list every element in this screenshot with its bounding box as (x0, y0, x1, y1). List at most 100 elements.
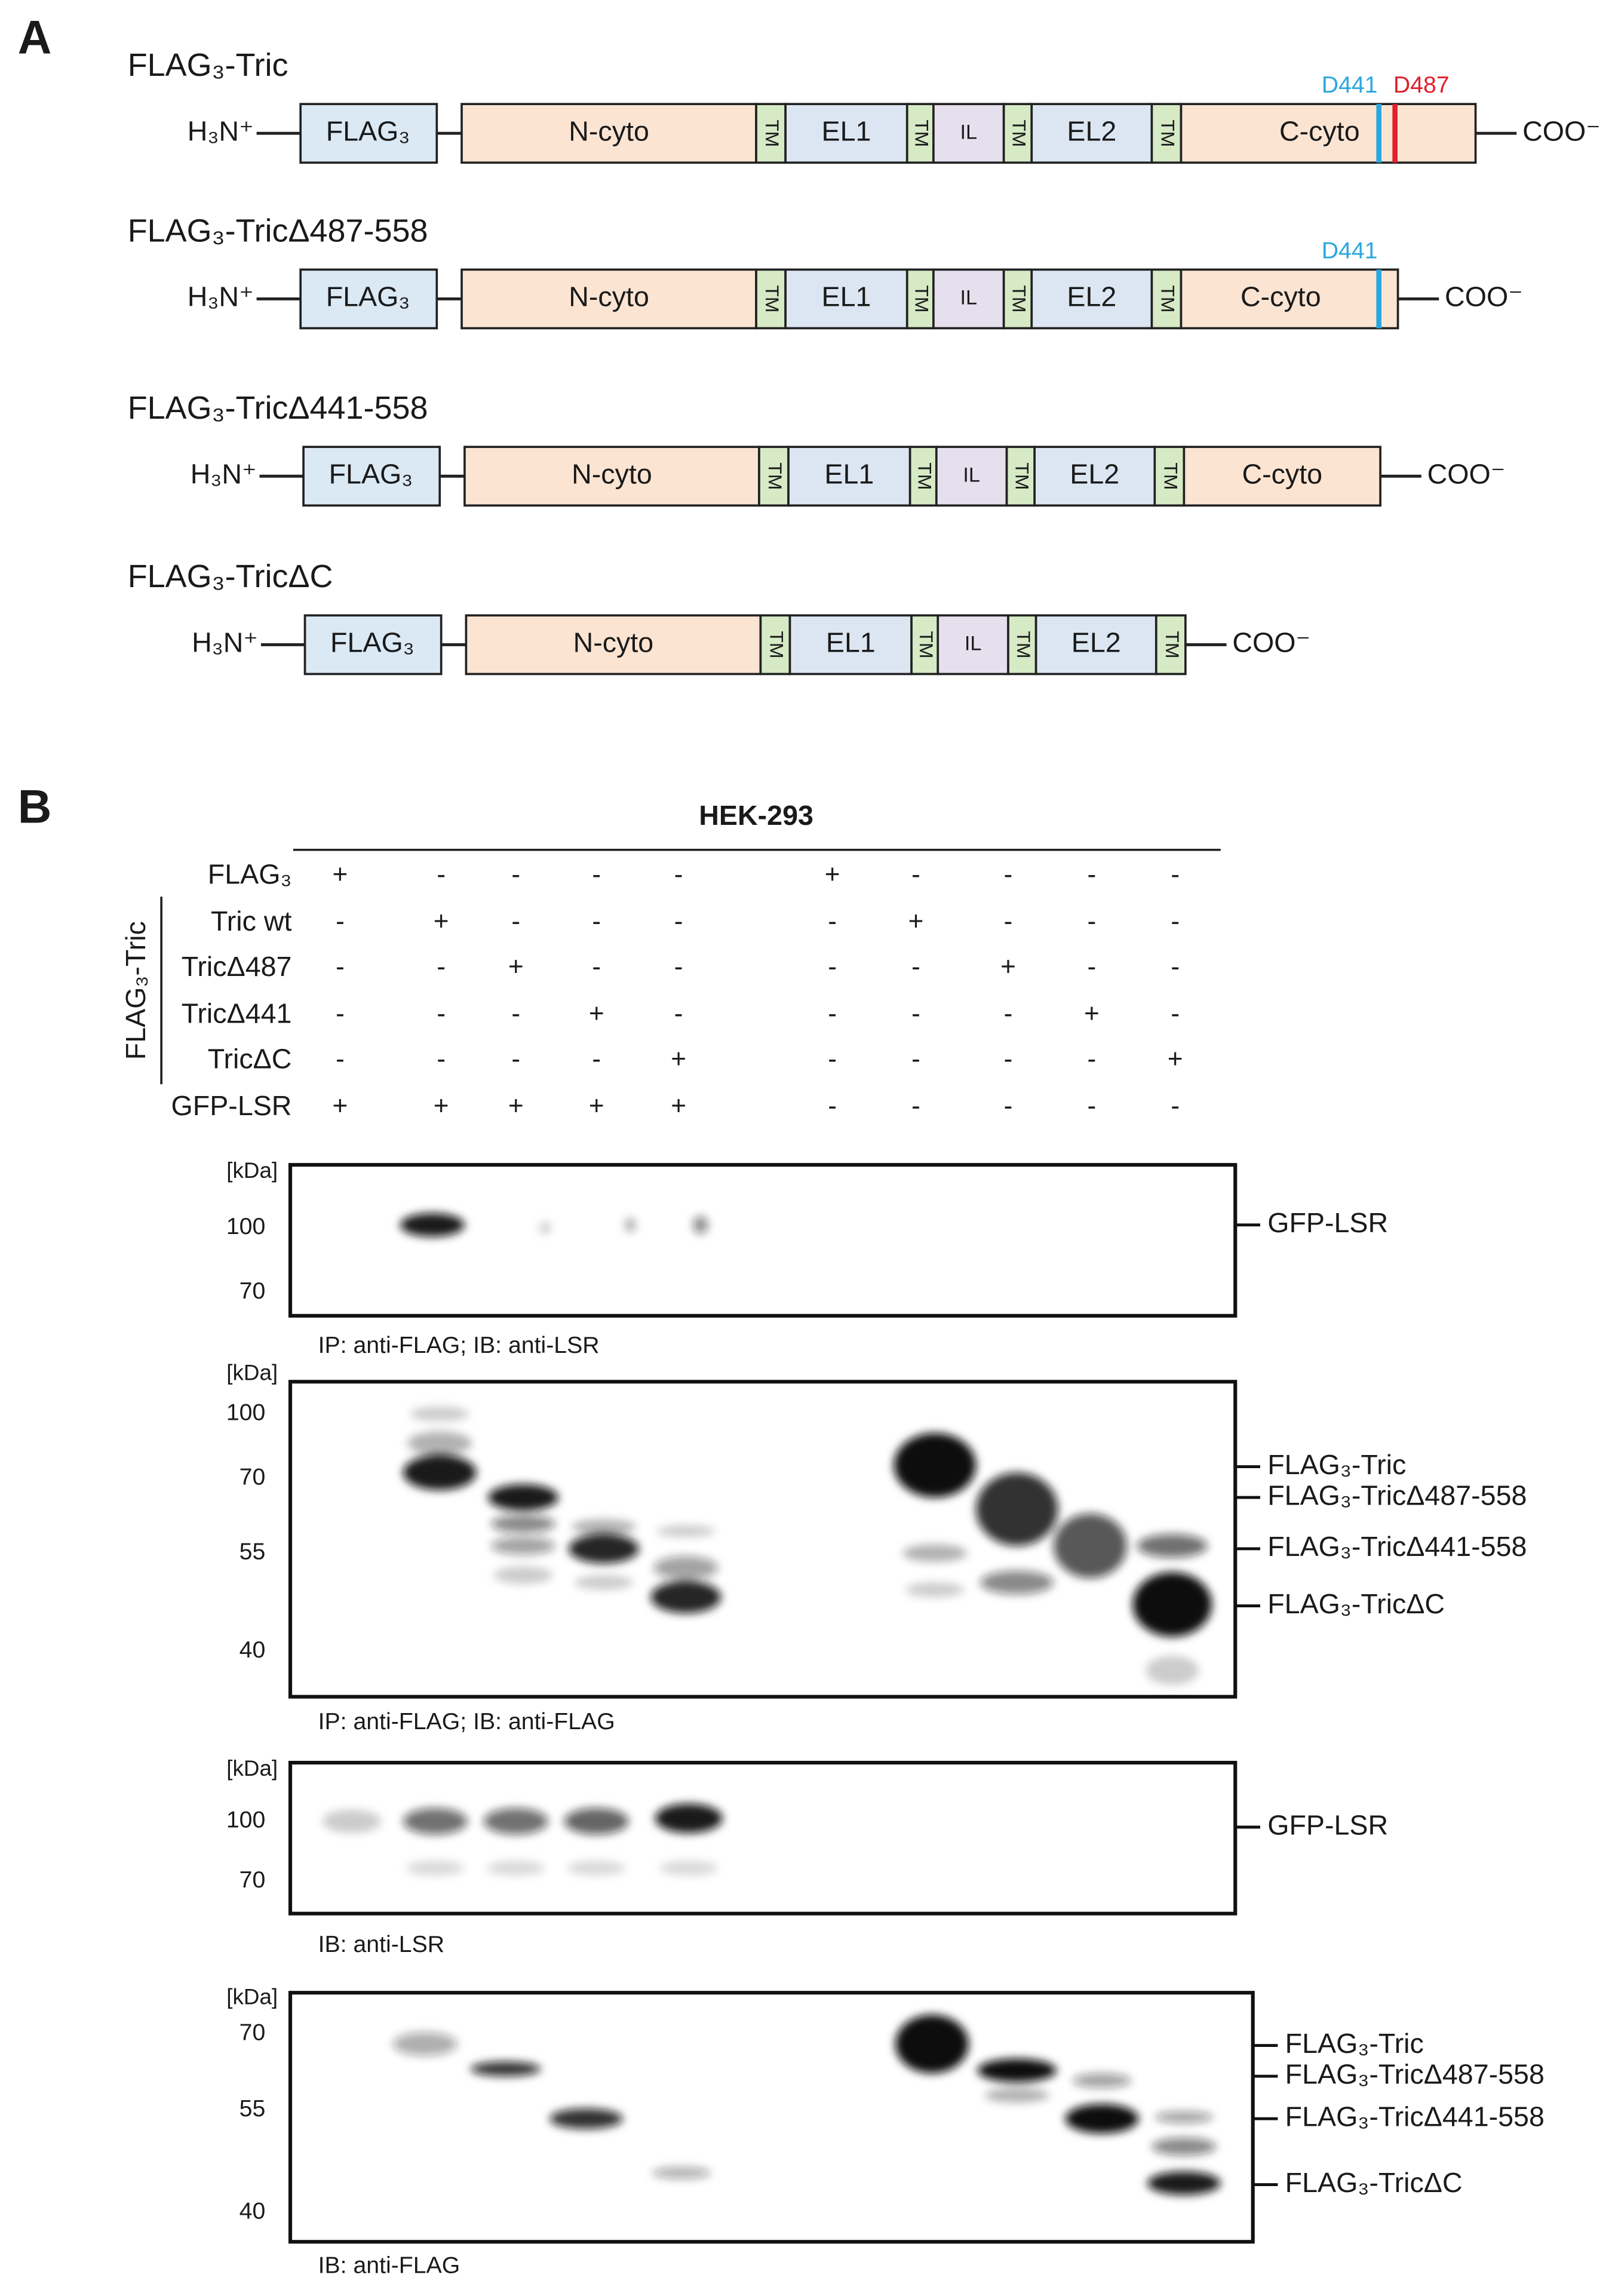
domain-label: EL2 (1071, 627, 1121, 658)
domain-box (908, 446, 938, 507)
band (624, 1217, 636, 1233)
domain-box (460, 103, 757, 164)
band (895, 2015, 969, 2074)
blot-caption: IP: anti-FLAG; IB: anti-LSR (318, 1332, 600, 1358)
cell: - (336, 999, 345, 1029)
band-label: FLAG₃-TricΔ441-558 (1285, 2101, 1545, 2132)
kda-tick: 100 (226, 1213, 265, 1239)
cell: - (336, 1045, 345, 1074)
cell: - (1088, 860, 1097, 889)
cell: - (592, 1045, 601, 1074)
band (1147, 2171, 1221, 2195)
domain-label: EL2 (1067, 281, 1116, 312)
band (1146, 1655, 1199, 1686)
cell: + (589, 1091, 604, 1121)
domain-label: TM (914, 462, 935, 490)
domain-box (932, 268, 1005, 330)
band (406, 1861, 465, 1876)
kda-tick: 70 (240, 1278, 266, 1304)
cell: - (511, 1045, 520, 1074)
cell: - (1088, 907, 1097, 936)
row-label: FLAG₃ (208, 858, 292, 889)
band (893, 1433, 977, 1498)
cell: - (911, 1045, 920, 1074)
kda-tick: 100 (226, 1399, 265, 1426)
cell: - (1004, 1091, 1013, 1121)
domain-box (1180, 268, 1399, 330)
domain-label: TM (911, 119, 932, 147)
domain-box (299, 103, 438, 164)
domain-label: EL2 (1067, 116, 1116, 147)
cell: - (592, 860, 601, 889)
band (659, 1861, 719, 1876)
domain-label: TM (1160, 462, 1181, 490)
domain-label: TM (1009, 119, 1030, 147)
n-terminus: H₃N⁺ (188, 281, 254, 312)
c-terminus: COO⁻ (1522, 116, 1601, 147)
band (549, 2108, 623, 2129)
domain-box (1033, 446, 1156, 507)
cell: - (828, 952, 837, 981)
domain-box (937, 614, 1009, 676)
band (491, 1515, 556, 1533)
cell: + (508, 952, 524, 981)
c-terminus: COO⁻ (1445, 281, 1523, 312)
row-label: TricΔ487 (182, 951, 292, 982)
site-label: D441 (1322, 237, 1378, 263)
construct-name: FLAG₃-TricΔ487-558 (128, 213, 428, 248)
domain-label: N-cyto (569, 116, 649, 147)
kda-tick: 70 (240, 1464, 266, 1490)
domain-label: EL1 (824, 459, 874, 490)
band (1132, 1572, 1212, 1637)
band (470, 2061, 541, 2077)
band-label: FLAG₃-TricΔ487-558 (1267, 1479, 1527, 1511)
cell: - (336, 907, 345, 936)
domain-box (302, 446, 441, 507)
domain-label: IL (965, 632, 982, 655)
band (655, 1803, 723, 1833)
blot-frame (288, 1761, 1238, 1916)
blot-bands (400, 1213, 708, 1237)
cell: + (333, 1091, 348, 1121)
domain-box (463, 446, 760, 507)
band (693, 1216, 708, 1234)
domain-label: IL (960, 287, 977, 309)
band (653, 1556, 719, 1580)
c-terminus: COO⁻ (1427, 459, 1506, 490)
cell: - (1171, 907, 1180, 936)
band (1155, 2111, 1214, 2123)
cell: - (511, 860, 520, 889)
band (574, 1575, 634, 1590)
cell: - (437, 999, 446, 1029)
domain-label: TM (762, 285, 783, 312)
cell: - (336, 952, 345, 981)
cell: - (437, 952, 446, 981)
domain-box (788, 614, 913, 676)
cell: + (1084, 999, 1100, 1029)
cell: - (1004, 1045, 1013, 1074)
cell: + (825, 860, 840, 889)
domain-box (932, 103, 1005, 164)
cell: - (911, 1091, 920, 1121)
cell: - (1004, 860, 1013, 889)
domain-label: FLAG₃ (326, 116, 410, 147)
row-label: Tric wt (211, 905, 291, 937)
cell: - (592, 907, 601, 936)
unit-label: [kDa] (226, 1985, 278, 2009)
band (403, 1808, 468, 1835)
panel-label: A (18, 11, 52, 63)
cell: - (674, 999, 683, 1029)
cell: + (671, 1091, 686, 1121)
blot-caption: IB: anti-FLAG (318, 2252, 460, 2278)
band (977, 2058, 1057, 2082)
cell: - (911, 999, 920, 1029)
row-label: TricΔC (208, 1043, 292, 1074)
construct-name: FLAG₃-TricΔ441-558 (128, 390, 428, 426)
cell: + (508, 1091, 524, 1121)
band (403, 1454, 477, 1490)
kda-tick: 70 (240, 1867, 266, 1893)
band (564, 1808, 629, 1835)
domain-label: FLAG₃ (326, 281, 410, 312)
domain-label: C-cyto (1242, 459, 1322, 490)
